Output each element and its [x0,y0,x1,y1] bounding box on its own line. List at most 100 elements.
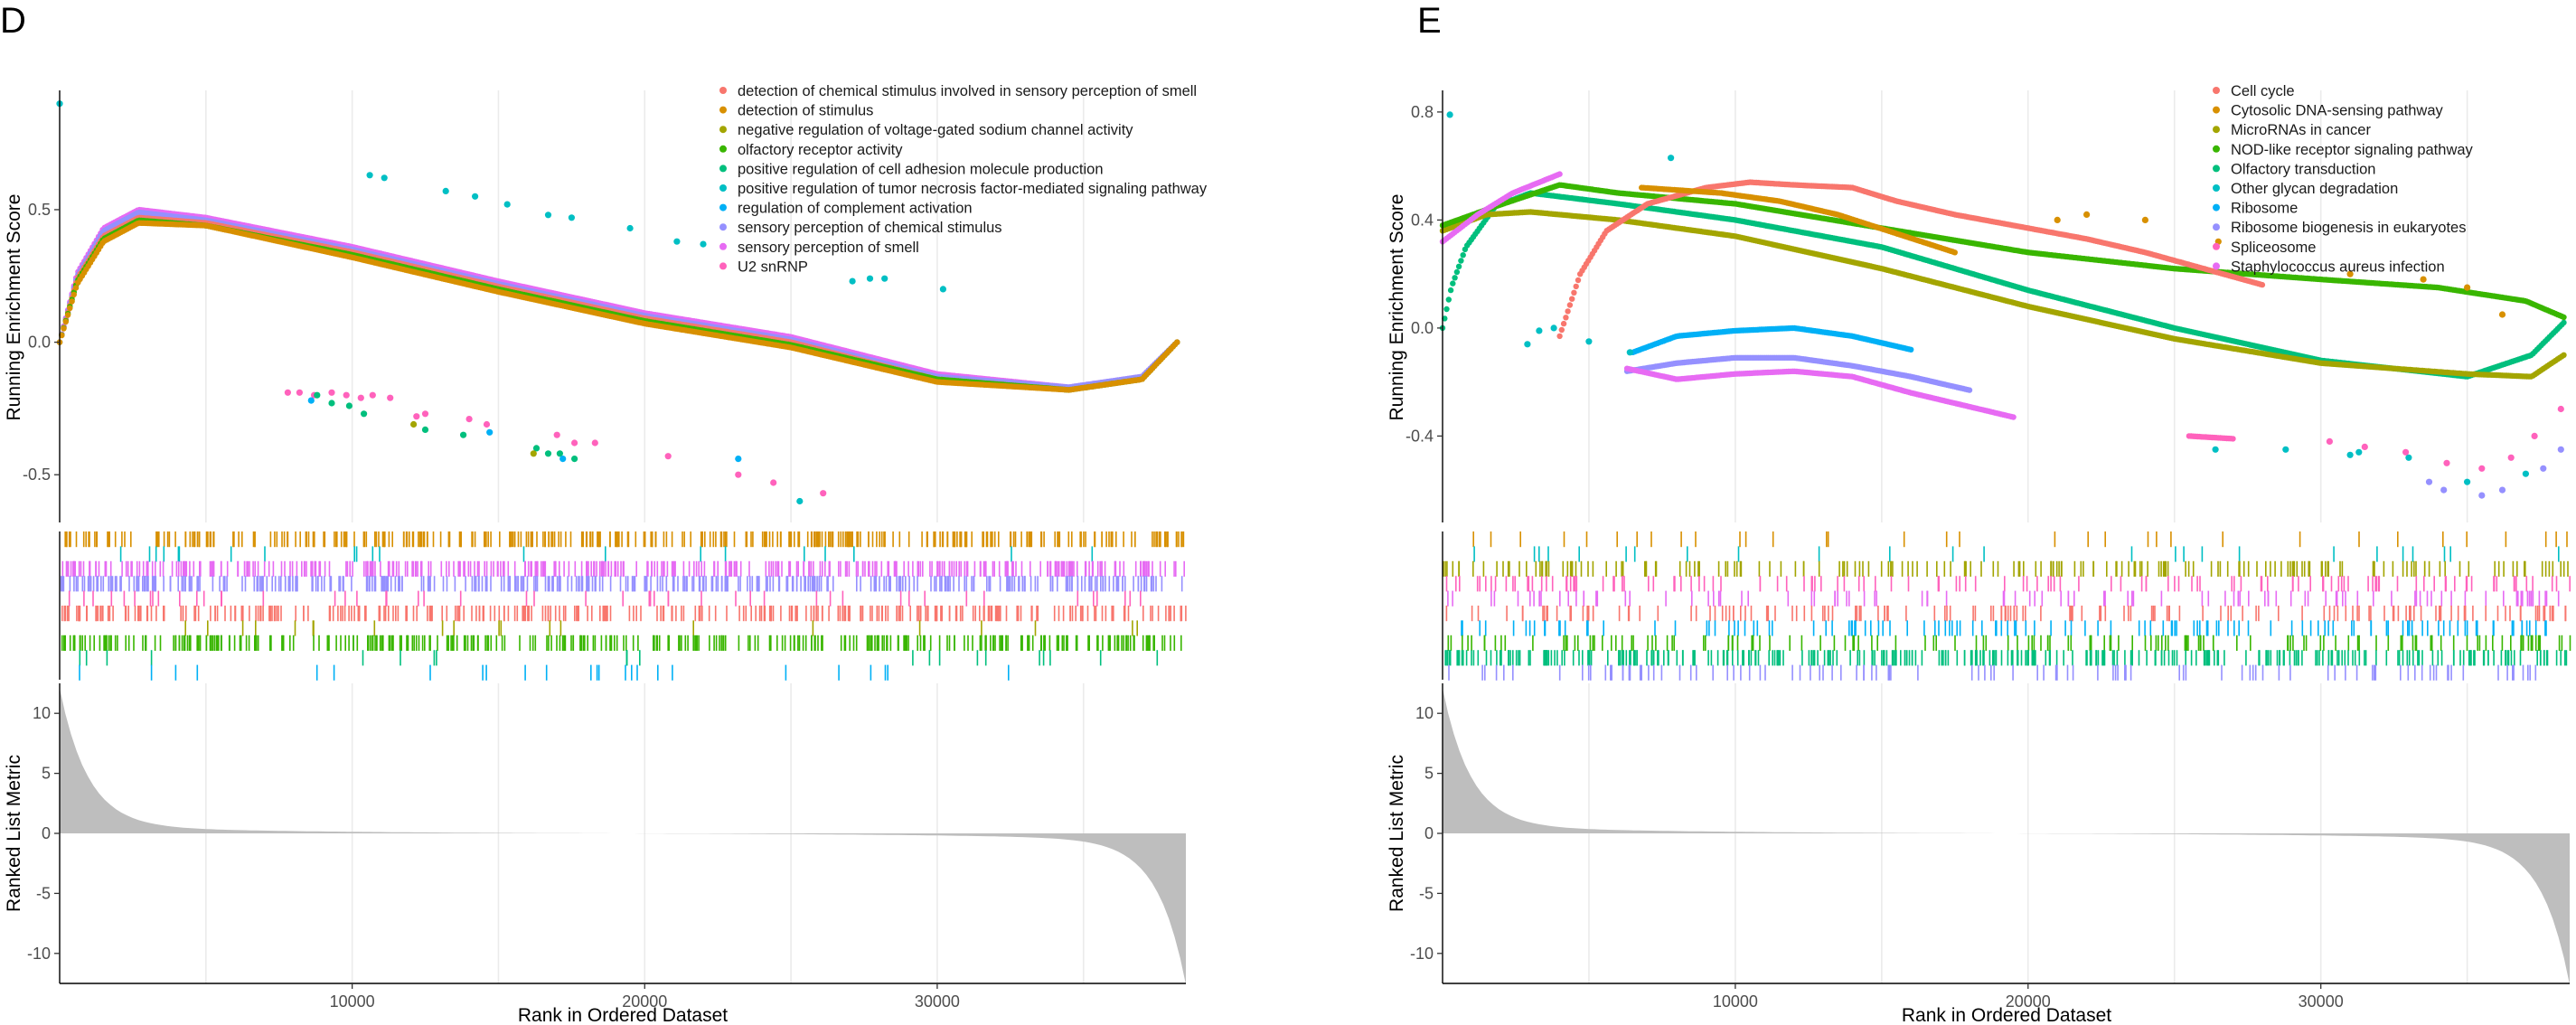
hit-tick [1165,531,1167,548]
hit-tick [999,635,1001,651]
hit-tick [569,531,572,548]
hit-tick [1175,560,1177,577]
hit-tick [813,576,816,592]
hit-tick [522,576,523,592]
hit-tick [1166,531,1169,548]
hit-tick [1080,531,1082,548]
hit-tick [61,606,63,622]
hit-tick [383,606,385,622]
panel-e: E -0.40.00.40.8 Running Enrichment Score… [1387,1,2571,1025]
hit-tick [536,531,538,548]
hit-tick [821,531,823,548]
hit-tick [1140,590,1142,607]
score-point [465,416,473,423]
score-point [568,214,576,221]
hit-tick [93,635,95,651]
hit-tick [733,560,736,577]
hit-tick [99,635,101,651]
hit-tick [758,606,761,622]
hit-tick [344,531,347,548]
hit-tick [868,560,870,577]
hit-tick [75,576,78,592]
hit-tick [306,531,307,548]
hit-tick [418,531,419,548]
hit-tick [849,531,851,548]
hit-tick [243,560,246,577]
hit-tick [399,635,401,651]
hit-tick [840,531,842,548]
hit-tick [683,531,685,548]
hit-tick [871,560,874,577]
hit-tick [906,635,907,651]
hit-tick [1114,635,1116,651]
hit-tick [177,560,180,577]
hit-tick [703,560,706,577]
hit-tick [941,531,944,548]
hit-tick [221,590,222,607]
hit-tick [817,606,819,622]
hit-tick [185,606,187,622]
hit-tick [387,576,390,592]
hit-tick [662,576,663,592]
hit-tick [819,531,821,548]
hit-tick [163,576,165,592]
hit-tick [516,606,519,622]
hit-tick [819,560,822,577]
score-point [345,402,353,409]
hit-tick [175,560,178,577]
hit-tick [665,531,668,548]
hit-tick [889,635,892,651]
hit-tick [658,635,661,651]
hit-tick [177,546,180,562]
hit-tick [197,635,200,651]
hit-tick [262,606,264,622]
hit-tick [525,531,528,548]
hit-tick [1018,576,1020,592]
hit-tick [768,560,770,577]
hit-tick [1099,560,1101,577]
hit-tick [134,590,136,607]
legend-label: detection of stimulus [738,103,873,119]
hit-tick [973,560,976,577]
hit-tick [69,635,71,651]
hit-tick [533,590,535,607]
hit-tick [1095,606,1097,622]
hit-tick [682,576,684,592]
hit-tick [846,560,848,577]
hit-tick [840,635,842,651]
hit-tick [788,560,790,577]
hit-tick [72,635,75,651]
hit-tick [946,531,949,548]
hit-tick [646,560,648,577]
hit-tick [281,531,283,548]
score-point [284,389,291,396]
score-point [328,389,335,396]
hit-tick [67,560,70,577]
hit-tick [628,606,631,622]
hit-tick [1023,576,1026,592]
hit-tick [874,576,876,592]
hit-tick [174,635,176,651]
hit-tick [299,531,301,548]
hit-tick [1058,560,1060,577]
hit-tick [493,560,494,577]
score-point [735,471,742,478]
hit-tick [193,531,196,548]
hit-tick [406,606,408,622]
hit-tick [994,635,996,651]
hit-tick [455,606,456,622]
hit-tick [421,635,424,651]
hit-tick [616,560,619,577]
hit-tick [939,560,941,577]
hit-tick [934,576,935,592]
hit-tick [380,560,381,577]
hit-tick [605,546,606,562]
hit-tick [1015,560,1017,577]
hit-tick [60,576,62,592]
hit-tick [691,576,693,592]
hit-tick [720,635,722,651]
hit-tick [145,635,147,651]
score-point [69,298,75,305]
panel-letter: D [0,1,26,41]
hit-tick [798,531,801,548]
